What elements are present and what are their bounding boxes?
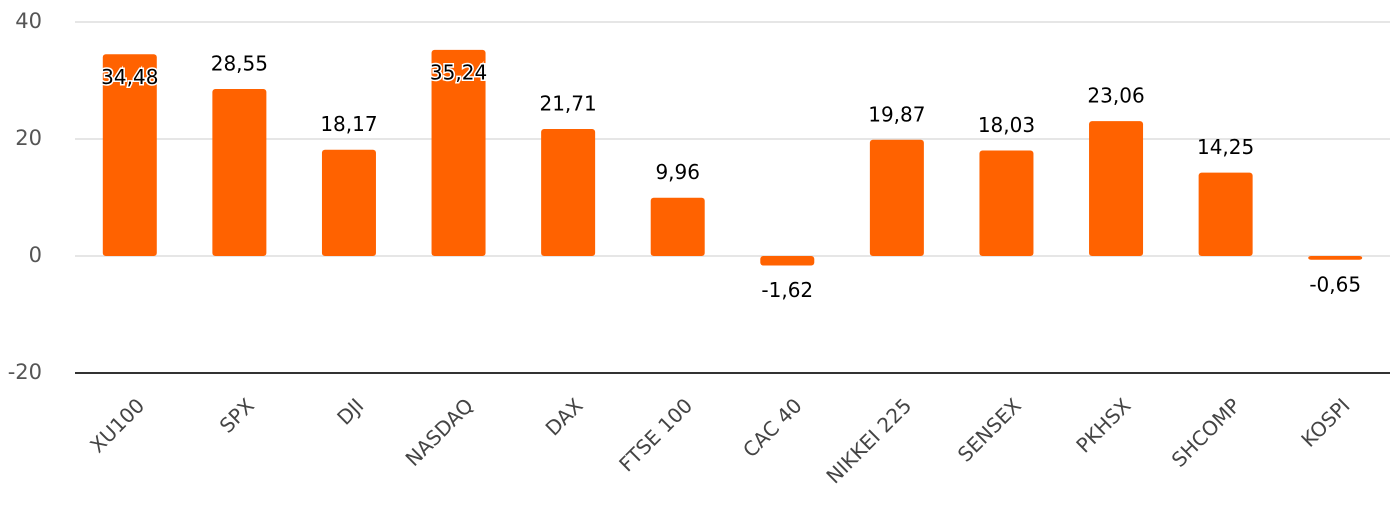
x-tick-label: PKHSX xyxy=(1071,393,1135,457)
bar xyxy=(1089,121,1144,256)
bar xyxy=(1198,172,1253,256)
bar xyxy=(212,88,267,256)
value-label: 28,55 xyxy=(211,51,268,75)
value-label: -1,62 xyxy=(761,278,813,302)
x-tick-label: SENSEX xyxy=(953,393,1026,466)
x-tick-label: DJI xyxy=(332,393,368,429)
bar xyxy=(650,197,705,256)
x-tick-label: KOSPI xyxy=(1296,393,1354,451)
x-tick-label: XU100 xyxy=(85,393,149,457)
value-label: 35,24 xyxy=(430,60,487,84)
bar xyxy=(431,49,486,256)
value-label: 21,71 xyxy=(539,91,596,115)
x-tick-label: NIKKEI 225 xyxy=(821,393,916,488)
value-label: -0,65 xyxy=(1309,272,1361,296)
value-label: 23,06 xyxy=(1087,84,1144,108)
bar xyxy=(102,54,157,257)
bar xyxy=(1308,256,1363,260)
value-label: 34,48 xyxy=(101,65,158,89)
y-tick-label: 40 xyxy=(15,9,42,33)
y-tick-label: -20 xyxy=(8,360,42,384)
x-tick-label: DAX xyxy=(541,393,588,440)
x-tick-label: NASDAQ xyxy=(401,393,478,470)
x-tick-label: SPX xyxy=(215,393,259,437)
x-tick-label: FTSE 100 xyxy=(614,393,697,476)
value-label: 9,96 xyxy=(655,160,700,184)
value-label: 18,03 xyxy=(978,113,1035,137)
value-label: 14,25 xyxy=(1197,135,1254,159)
value-label: 18,17 xyxy=(320,112,377,136)
bar xyxy=(869,139,924,256)
bar xyxy=(541,128,596,256)
value-label: 19,87 xyxy=(868,102,925,126)
bar xyxy=(979,150,1034,256)
y-tick-label: 0 xyxy=(29,243,42,267)
x-tick-label: SHCOMP xyxy=(1167,393,1245,471)
y-tick-label: 20 xyxy=(15,126,42,150)
bar xyxy=(760,256,815,266)
bar xyxy=(321,149,376,256)
x-tick-label: CAC 40 xyxy=(738,393,807,462)
